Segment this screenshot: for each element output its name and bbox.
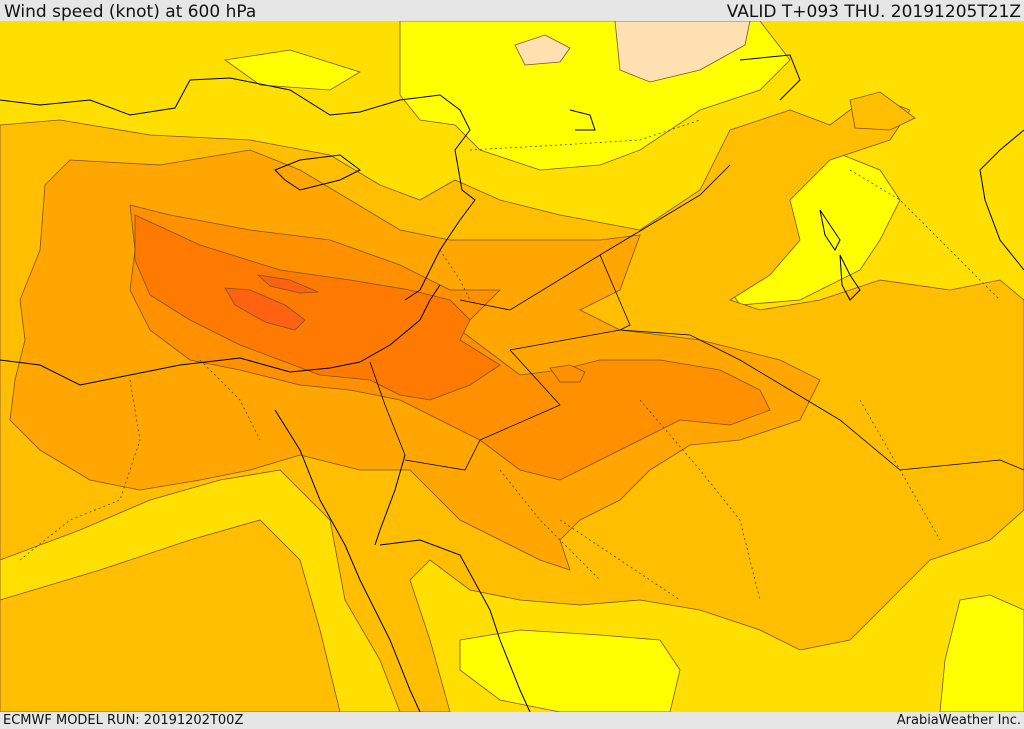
- field-yellow-aegean: [223, 49, 361, 91]
- weather-map: [0, 21, 1024, 712]
- field-yellow-south: [459, 629, 681, 712]
- country-borders: [369, 164, 1024, 471]
- title-bar: Wind speed (knot) at 600 hPa VALID T+093…: [0, 0, 1024, 22]
- coastlines: [0, 54, 1024, 712]
- field-red-orange-core-2: [256, 274, 319, 294]
- footer-bar: ECMWF MODEL RUN: 20191202T00Z ArabiaWeat…: [0, 712, 1024, 729]
- field-orange-dark: [134, 214, 501, 401]
- field-lightest-small: [514, 34, 571, 66]
- field-red-orange-core: [224, 287, 306, 331]
- field-yellow-se: [939, 594, 1024, 712]
- field-orange-island: [549, 364, 586, 383]
- valid-time-label: VALID T+093 THU. 20191205T21Z: [726, 2, 1021, 22]
- admin-lines: [19, 119, 1001, 601]
- credit-label: ArabiaWeather Inc.: [896, 713, 1021, 728]
- model-run-label: ECMWF MODEL RUN: 20191202T00Z: [3, 713, 244, 728]
- field-lightest-north: [614, 21, 751, 83]
- map-title: Wind speed (knot) at 600 hPa: [4, 2, 257, 22]
- field-amber-spot: [849, 91, 916, 131]
- field-amber-sw-inner: [0, 519, 341, 712]
- wind-speed-map-svg: [0, 21, 1024, 712]
